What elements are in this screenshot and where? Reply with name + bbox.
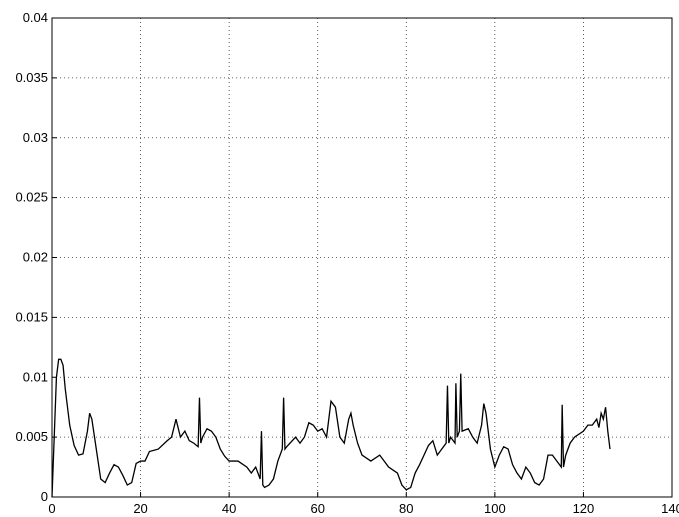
x-tick-label: 100 [484,501,506,516]
x-tick-label: 120 [573,501,595,516]
x-tick-label: 0 [48,501,55,516]
y-tick-label: 0.005 [15,429,48,444]
x-tick-label: 80 [399,501,413,516]
plot-frame [51,17,673,498]
x-tick-label: 20 [133,501,147,516]
x-tick-label: 40 [222,501,236,516]
y-tick-label: 0.01 [23,369,48,384]
y-tick-label: 0.02 [23,250,48,265]
y-tick-label: 0.035 [15,70,48,85]
y-tick-label: 0.04 [23,10,48,25]
y-tick-label: 0.015 [15,309,48,324]
data-line [51,358,611,498]
x-tick-label: 60 [310,501,324,516]
x-tick-label: 140 [661,501,679,516]
y-tick-label: 0.03 [23,130,48,145]
y-tick-label: 0.025 [15,190,48,205]
y-tick-label: 0 [41,489,48,504]
